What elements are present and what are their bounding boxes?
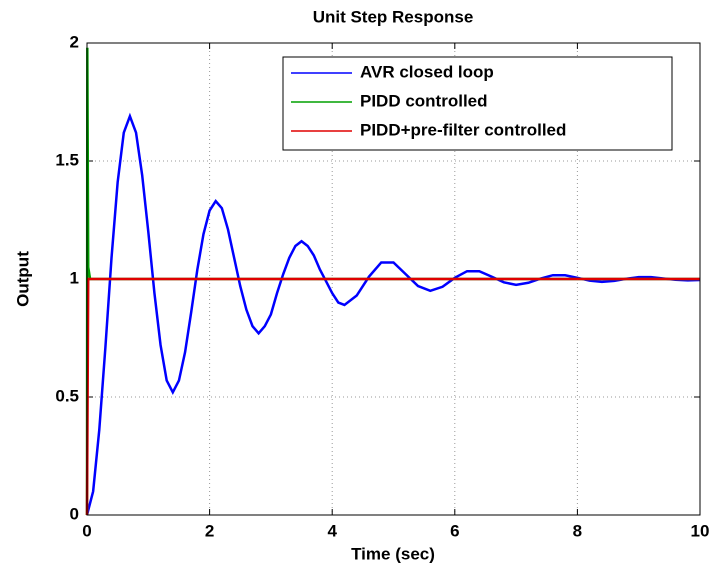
axes-box [86, 42, 701, 516]
x-tick-label: 10 [691, 521, 710, 540]
y-tick-label: 1.5 [55, 150, 79, 169]
legend: AVR closed loop PIDD controlled PIDD+pre-f… [282, 56, 673, 151]
y-tick-label: 0 [70, 504, 79, 523]
x-tick-label: 0 [82, 521, 91, 540]
x-tick-label: 8 [573, 521, 582, 540]
chart-title: Unit Step Response [313, 7, 474, 26]
x-tick-label: 6 [450, 521, 459, 540]
x-tick-label: 4 [327, 521, 337, 540]
legend-label: PIDD controlled [360, 91, 488, 110]
legend-label: AVR closed loop [360, 62, 494, 81]
y-axis-label: Output [13, 251, 32, 307]
x-axis-label: Time (sec) [351, 544, 435, 563]
x-tick-label: 2 [205, 521, 214, 540]
y-tick-label: 1 [70, 268, 79, 287]
y-tick-label: 2 [70, 32, 79, 51]
y-tick-label: 0.5 [55, 386, 79, 405]
series-line [85, 112, 701, 516]
legend-label: PIDD+pre-filter controlled [360, 120, 566, 139]
